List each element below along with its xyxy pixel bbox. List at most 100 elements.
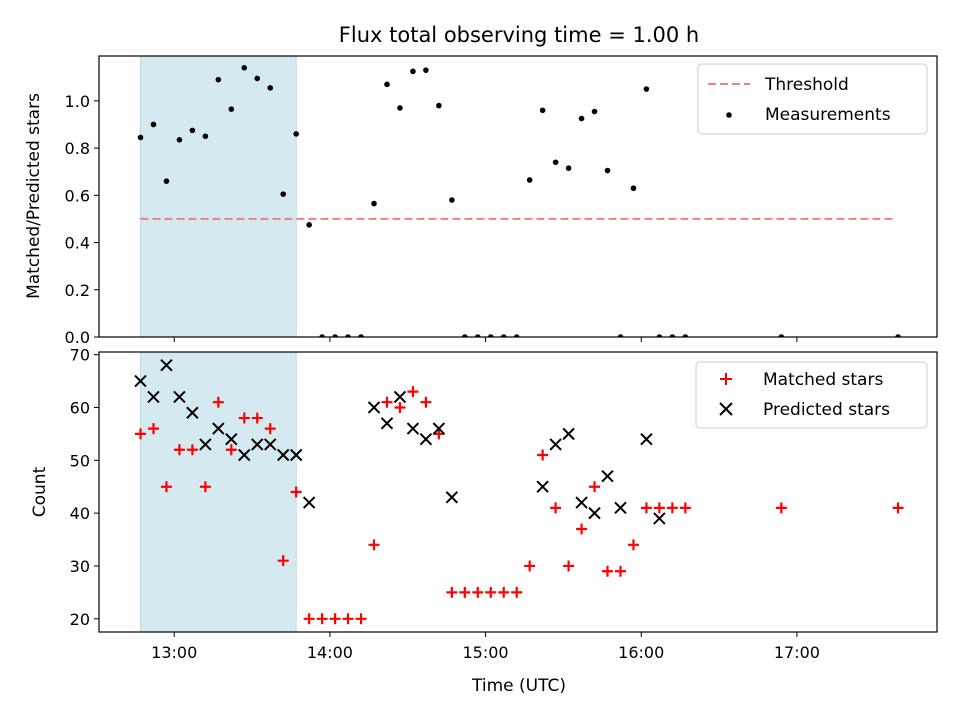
bottom-plot: 20 30 40 50 60 70 13:00 14:00 15:00 16:00 17:00	[70, 346, 938, 662]
predicted-star-point	[380, 417, 394, 430]
top-legend-box	[697, 63, 928, 135]
top-y-tick-label: 0.2	[65, 281, 90, 300]
top-legend: Threshold Measurements	[697, 63, 928, 135]
measurement-point	[137, 134, 144, 141]
legend-threshold-label: Threshold	[764, 75, 849, 95]
matched-star-point	[589, 481, 601, 493]
predicted-star-point	[289, 448, 303, 462]
bottom-legend-box	[695, 361, 928, 429]
matched-star-point	[653, 502, 665, 514]
measurement-point	[630, 185, 637, 192]
measurement-point	[462, 334, 468, 337]
predicted-star-point	[212, 422, 225, 435]
measurement-point	[487, 334, 494, 337]
matched-star-point	[355, 613, 367, 625]
predicted-star-point	[160, 359, 173, 372]
matched-star-point	[446, 586, 458, 598]
bottom-y-tick-label: 40	[70, 504, 90, 523]
matched-star-point	[212, 396, 224, 408]
legend-predicted-swatch	[719, 402, 733, 416]
predicted-star-point	[367, 401, 381, 414]
bottom-axes-frame	[98, 351, 938, 633]
measurement-point	[371, 200, 377, 207]
measurement-point	[319, 334, 325, 337]
bottom-y-tick-label: 50	[70, 451, 90, 470]
measurement-point	[578, 115, 585, 122]
matched-star-point	[679, 502, 691, 514]
matched-star-point	[640, 502, 652, 514]
predicted-star-point	[653, 512, 666, 525]
top-axes-frame	[98, 55, 938, 338]
legend-predicted-label: Predicted stars	[763, 400, 890, 420]
measurement-point	[669, 334, 676, 337]
predicted-star-point	[264, 438, 277, 451]
measurement-point	[345, 334, 351, 337]
x-axis-label: Time (UTC)	[471, 676, 566, 696]
matched-star-point	[135, 428, 147, 440]
measurement-point	[656, 334, 663, 337]
x-tick-label: 14:00	[307, 643, 353, 662]
measurement-point	[202, 133, 209, 140]
predicted-star-point	[445, 491, 459, 504]
predicted-star-point	[173, 390, 186, 404]
bottom-y-axis-label: Count	[30, 466, 50, 517]
top-y-tick-label: 0.8	[65, 139, 90, 158]
matched-star-point	[511, 586, 523, 598]
measurement-point	[215, 76, 222, 83]
predicted-star-point	[406, 422, 420, 435]
predicted-star-point	[147, 390, 160, 404]
matched-star-point	[775, 502, 787, 514]
measurement-point	[176, 137, 183, 143]
measurement-point	[267, 85, 274, 91]
matched-star-point	[563, 560, 575, 572]
measurement-point	[384, 81, 390, 88]
legend-matched-label: Matched stars	[763, 370, 883, 390]
matched-star-point	[251, 412, 263, 424]
predicted-star-point	[199, 438, 212, 451]
measurement-point	[189, 127, 196, 134]
measurement-point	[565, 165, 572, 171]
top-plot-area	[137, 65, 901, 337]
measurement-point	[474, 334, 481, 337]
matched-star-point	[316, 613, 328, 625]
measurement-point	[306, 222, 312, 228]
top-highlight-span	[140, 55, 297, 338]
matched-star-point	[173, 444, 185, 456]
matched-star-point	[290, 486, 302, 498]
top-y-tick-label: 1.0	[65, 92, 90, 111]
measurement-point	[604, 167, 611, 174]
predicted-star-point	[276, 448, 290, 462]
measurement-point	[423, 67, 429, 73]
measurement-point	[254, 75, 261, 82]
matched-star-point	[277, 555, 289, 567]
matched-star-point	[160, 481, 172, 493]
measurement-point	[895, 334, 901, 337]
measurement-point	[280, 191, 287, 197]
measurement-point	[617, 334, 624, 337]
predicted-star-point	[251, 438, 264, 451]
matched-star-point	[459, 586, 471, 598]
matched-star-point	[407, 386, 419, 398]
measurement-point	[150, 121, 157, 128]
matched-star-point	[264, 423, 276, 435]
top-y-tick-label: 0.6	[65, 186, 90, 205]
predicted-star-point	[393, 390, 407, 404]
matched-star-point	[498, 586, 510, 598]
bottom-y-tick-label: 20	[70, 610, 90, 629]
predicted-star-point	[238, 448, 251, 462]
matched-star-point	[381, 396, 393, 408]
legend-measurements-label: Measurements	[765, 105, 891, 125]
bottom-y-tick-label: 60	[70, 398, 90, 417]
matched-star-point	[472, 586, 484, 598]
matched-star-point	[485, 586, 497, 598]
bottom-y-tick-label: 30	[70, 557, 90, 576]
measurement-point	[410, 68, 416, 75]
matched-star-point	[537, 449, 549, 461]
predicted-star-point	[302, 496, 316, 509]
predicted-star-point	[432, 422, 446, 435]
legend-measurements-swatch	[726, 112, 732, 118]
x-tick-label: 13:00	[151, 643, 197, 662]
matched-star-point	[602, 565, 614, 577]
measurement-point	[436, 102, 442, 109]
